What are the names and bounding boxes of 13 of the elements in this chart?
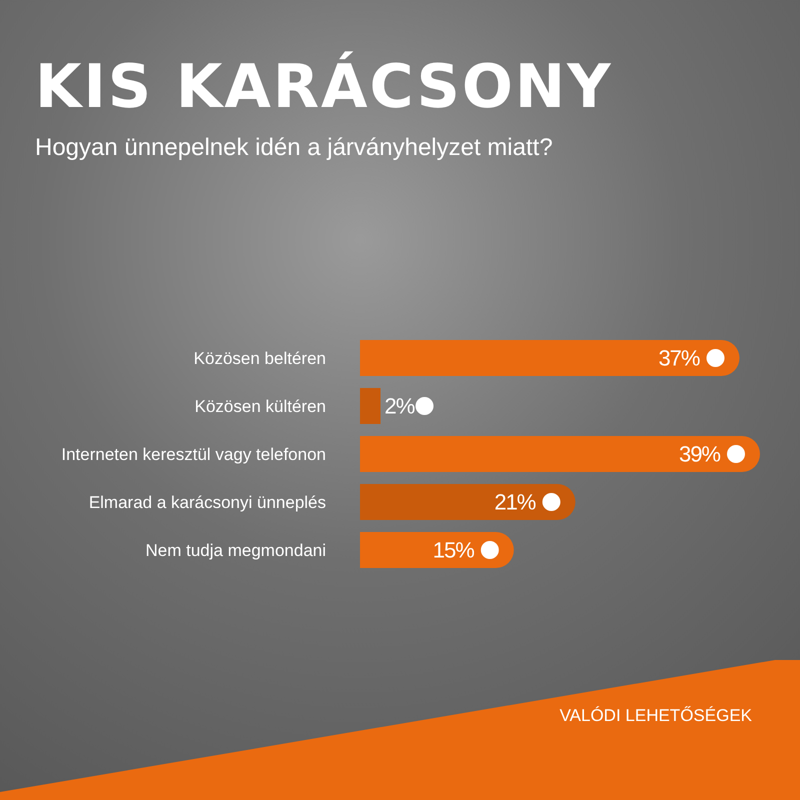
y-tick-label: Nem tudja megmondani [146,541,326,560]
data-label: 21% [494,490,536,515]
y-tick-label: Közösen beltéren [194,349,326,368]
y-tick-label: Közösen kültéren [194,397,326,416]
y-tick-label: Elmarad a karácsonyi ünneplés [88,493,326,512]
data-label: 39% [678,442,720,467]
chart-subtitle: Hogyan ünnepelnek idén a járványhelyzet miatt? [35,134,553,162]
data-label: 2% [384,394,415,419]
data-label: 37% [658,346,700,371]
chart-title: KIS KARÁCSONY [35,52,613,122]
y-tick-label: Interneten keresztül vagy telefonon [61,445,326,464]
data-label: 15% [432,538,474,563]
text: VALÓDI LEHETŐSÉGEK [560,706,752,726]
